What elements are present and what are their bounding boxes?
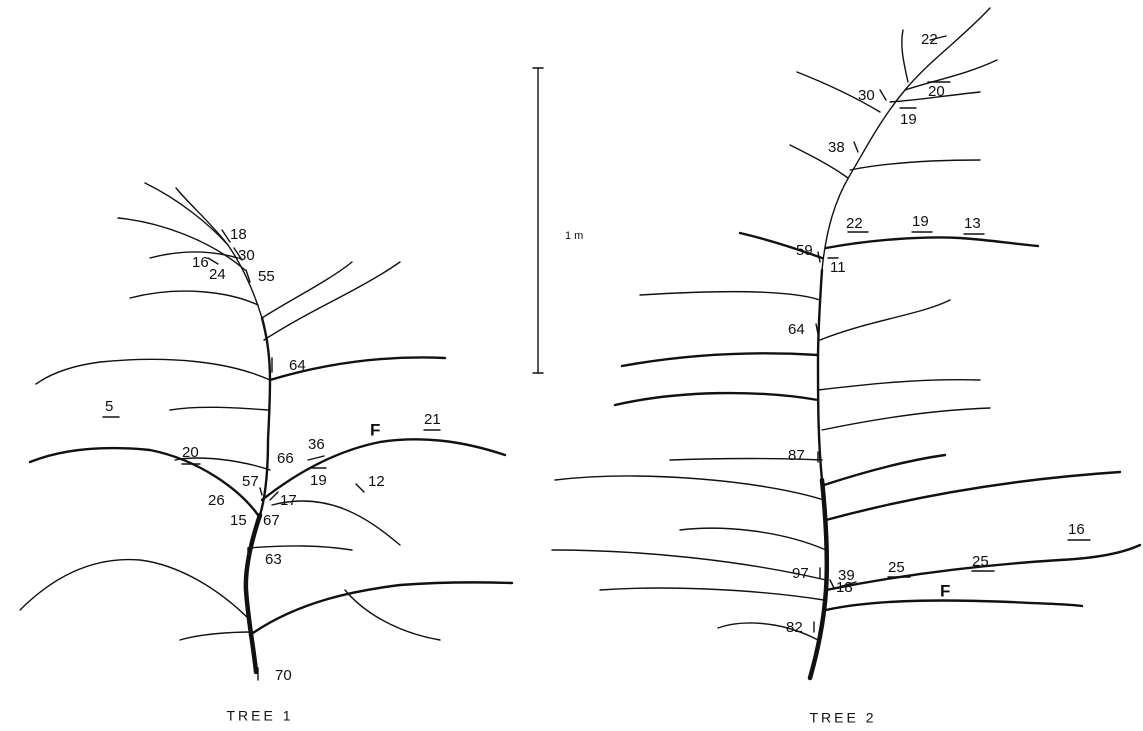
tree-2-ticks	[813, 35, 1091, 633]
branch-label: 12	[368, 473, 385, 490]
branch-label: 18	[836, 579, 853, 596]
scale-label: 1 m	[565, 230, 583, 242]
branch-label: 70	[275, 667, 292, 684]
branch-label: 36	[308, 436, 325, 453]
branch-label: 15	[230, 512, 247, 529]
branch-label: 11	[830, 259, 846, 276]
branch-label: 87	[788, 447, 805, 464]
branch-label: 19	[912, 213, 929, 230]
branch-label: 26	[208, 492, 225, 509]
tree-2-branches	[551, 7, 1142, 681]
branch-label: 21	[424, 411, 441, 428]
branch-label: F	[370, 420, 380, 439]
branch-label: 25	[972, 553, 989, 570]
branch-label: 67	[263, 512, 280, 529]
branch-label: 82	[786, 619, 803, 636]
branch-label: 25	[888, 559, 905, 576]
branch-label: 22	[846, 215, 863, 232]
branch-label: 5	[105, 398, 113, 415]
branch-label: 20	[182, 444, 199, 461]
branch-label: 13	[964, 215, 981, 232]
branch-label: 16	[192, 254, 209, 271]
branch-label: 64	[788, 321, 805, 338]
branch-label: 30	[238, 247, 255, 264]
branch-label: 20	[928, 83, 945, 100]
branch-label: F	[940, 581, 950, 600]
branch-label: 39	[838, 567, 855, 584]
branch-label: 30	[858, 87, 875, 104]
branch-label: 17	[280, 492, 297, 509]
branch-label: 22	[921, 31, 938, 48]
branch-label: 59	[796, 242, 813, 259]
tree-title: TREE 1	[226, 708, 293, 724]
branch-label: 38	[828, 139, 845, 156]
scale-bar	[532, 67, 544, 374]
branch-label: 18	[230, 226, 247, 243]
branch-label: 19	[310, 472, 327, 489]
tree-1-ticks	[102, 229, 441, 681]
branch-label: 24	[209, 266, 226, 283]
branch-label: 16	[1068, 521, 1085, 538]
branch-label: 19	[900, 111, 917, 128]
tree-title: TREE 2	[809, 710, 876, 726]
branch-label: 64	[289, 357, 306, 374]
branch-label: 66	[277, 450, 294, 467]
branch-label: 57	[242, 473, 259, 490]
branch-label: 63	[265, 551, 282, 568]
tree-1-branches	[19, 182, 514, 675]
branch-label: 55	[258, 268, 275, 285]
branch-label: 97	[792, 565, 809, 582]
